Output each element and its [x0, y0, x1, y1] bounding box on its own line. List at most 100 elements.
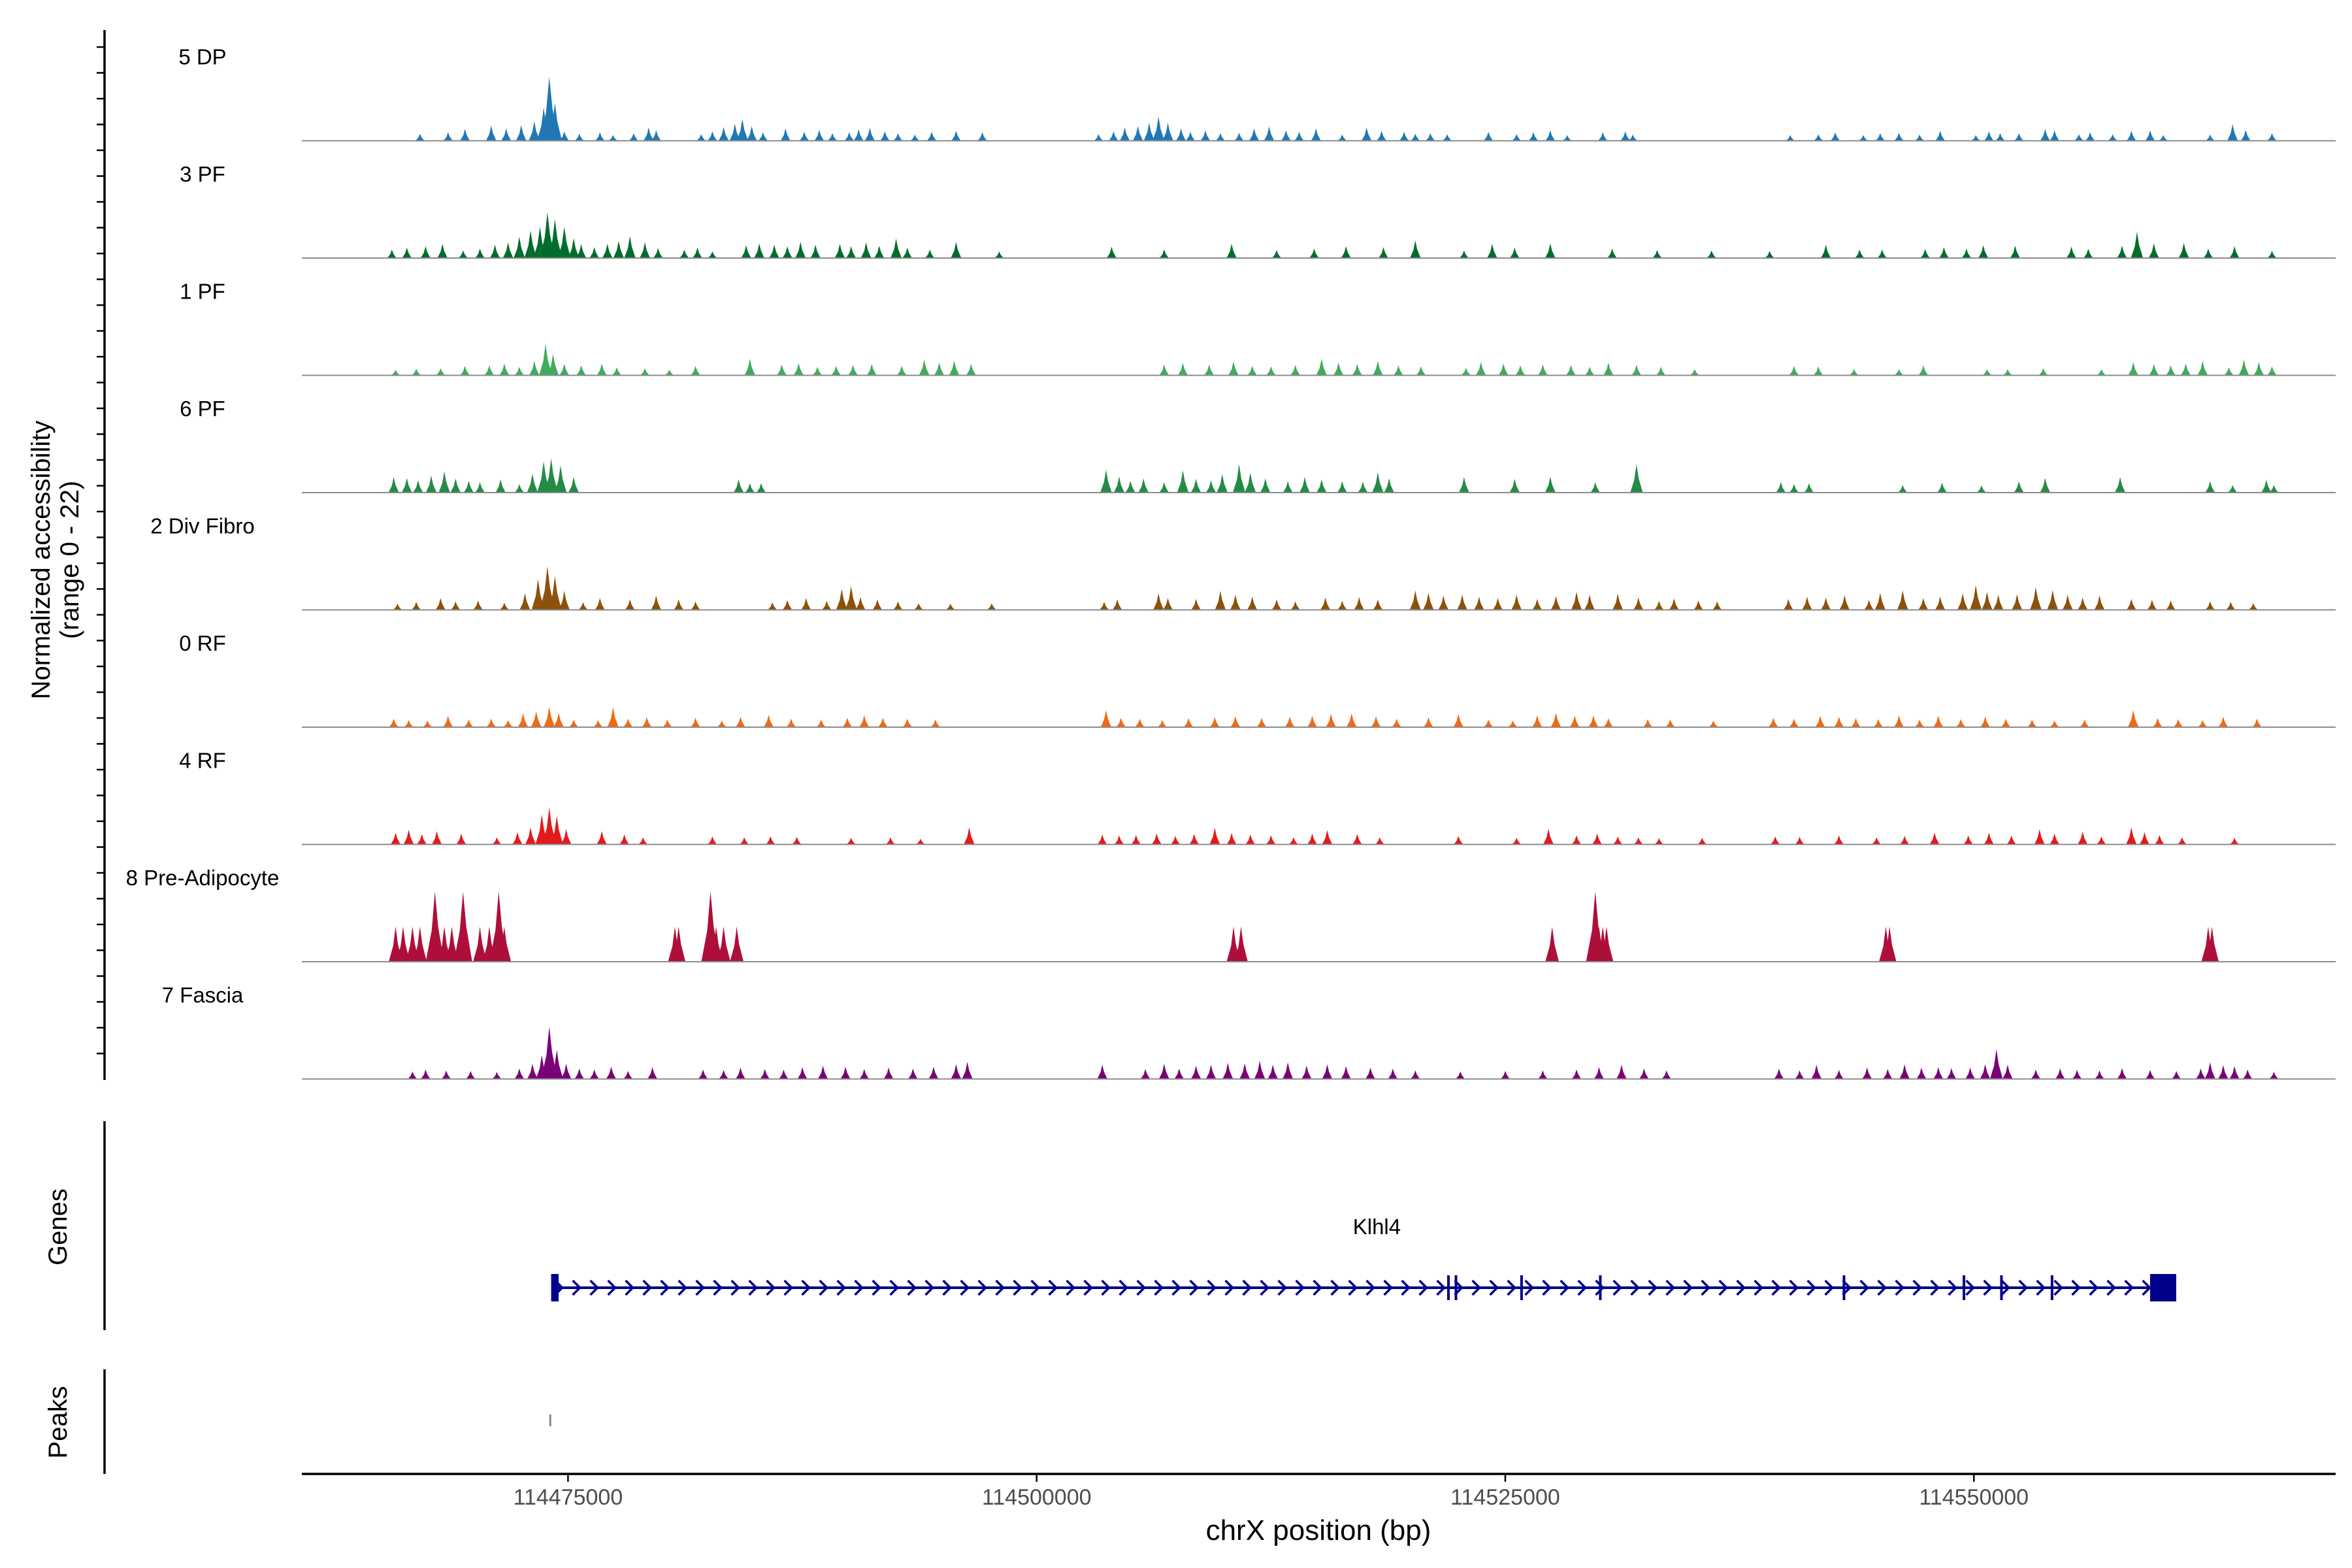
coverage-peak [1544, 476, 1556, 493]
strand-arrow [1736, 1279, 1746, 1296]
strand-arrow [1013, 1279, 1023, 1296]
coverage-peak [489, 244, 500, 258]
strand-arrow [1295, 1279, 1305, 1296]
coverage-peak [421, 1069, 431, 1079]
coverage-peak [853, 129, 864, 141]
coverage-peak [1628, 135, 1637, 141]
coverage-peak [514, 483, 524, 493]
coverage-peak [1961, 248, 1971, 258]
coverage-peak [866, 364, 877, 376]
coverage-peak [696, 134, 706, 141]
coverage-peak [542, 807, 557, 845]
coverage-peak [1264, 126, 1275, 141]
coverage-peak [1545, 130, 1556, 141]
strand-arrow [1260, 1279, 1270, 1296]
coverage-peak [2166, 365, 2176, 376]
coverage-peak [1282, 481, 1293, 493]
coverage-peak [2131, 232, 2144, 258]
coverage-peak [733, 479, 744, 493]
coverage-peak [2012, 594, 2023, 610]
coverage-peak [420, 246, 431, 258]
coverage-peak [644, 127, 654, 141]
coverage-peak [1993, 595, 2004, 610]
coverage-peak [1804, 483, 1814, 493]
gene-name: Klhl4 [1353, 1215, 1401, 1239]
coverage-peak [1337, 481, 1347, 493]
coverage-peak [1498, 363, 1509, 376]
coverage-peak [1373, 599, 1383, 610]
coverage-peak [2050, 130, 2059, 141]
coverage-peak [1995, 133, 2005, 141]
coverage-peak [527, 1064, 538, 1079]
strand-arrow [1612, 1279, 1623, 1296]
strand-arrow [1595, 1279, 1605, 1296]
coverage-peak [499, 602, 509, 610]
coverage-peak [1234, 133, 1244, 141]
coverage-peak [607, 707, 619, 727]
strand-arrow [625, 1279, 635, 1296]
peak-region [549, 1414, 551, 1426]
coverage-peak [2085, 132, 2095, 141]
coverage-peak [1256, 717, 1267, 727]
coverage-peak [2083, 248, 2093, 258]
coverage-peak [2047, 589, 2059, 610]
strand-arrow [1119, 1279, 1129, 1296]
coverage-peak [1377, 131, 1386, 141]
coverage-peak [919, 359, 930, 376]
coverage-peak [1771, 836, 1780, 845]
coverage-peak [1512, 134, 1522, 141]
coverage-peak [1571, 1069, 1582, 1079]
coverage-peak [2139, 832, 2149, 845]
coverage-peak [1170, 836, 1181, 845]
coverage-peak [1140, 1069, 1151, 1079]
coverage-peak [708, 131, 717, 141]
coverage-peak [1341, 1066, 1351, 1079]
coverage-peak [1633, 597, 1644, 610]
strand-arrow [1313, 1279, 1323, 1296]
coverage-peak [436, 368, 446, 376]
coverage-peak [431, 831, 442, 845]
coverage-peak [1205, 480, 1217, 493]
coverage-peak [466, 1071, 476, 1079]
strand-arrow [1277, 1279, 1288, 1296]
coverage-peak [756, 483, 766, 493]
coverage-peak [902, 248, 913, 258]
coverage-peak [1937, 482, 1947, 493]
coverage-peak [1603, 718, 1613, 727]
coverage-peak [425, 891, 444, 962]
coverage-peak [484, 365, 495, 376]
coverage-peak [443, 715, 453, 727]
coverage-peak [1984, 832, 1994, 845]
strand-arrow [1630, 1279, 1641, 1296]
coverage-peak [1174, 1068, 1184, 1079]
coverage-peak [437, 244, 448, 258]
strand-arrow [660, 1279, 670, 1296]
coverage-peak [2269, 485, 2279, 493]
track-label: 2 Div Fibro [150, 514, 255, 538]
coverage-peak [782, 600, 792, 610]
strand-arrow [1365, 1279, 1376, 1296]
coverage-peak [2094, 595, 2105, 610]
x-axis-title: chrX position (bp) [1206, 1514, 1431, 1546]
coverage-peak [578, 602, 588, 610]
coverage-peak [951, 1064, 962, 1079]
coverage-peak [1299, 477, 1310, 493]
coverage-peak [2006, 835, 2016, 845]
coverage-peak [1266, 835, 1276, 845]
coverage-peak [822, 600, 832, 610]
coverage-peak [874, 246, 885, 258]
peaks-track [549, 1414, 551, 1426]
coverage-peak [629, 133, 638, 141]
coverage-peak [840, 1066, 851, 1079]
coverage-peak [589, 1069, 599, 1079]
coverage-peak [1210, 717, 1220, 727]
coverage-peak [925, 249, 935, 258]
coverage-peak [640, 242, 651, 258]
coverage-peak [1834, 1070, 1844, 1079]
strand-arrow [1542, 1279, 1552, 1296]
coverage-peak [1230, 595, 1241, 610]
coverage-peak [864, 127, 875, 141]
coverage-peak [1230, 716, 1241, 727]
coverage-peak [746, 125, 757, 141]
coverage-peak [1217, 474, 1228, 493]
